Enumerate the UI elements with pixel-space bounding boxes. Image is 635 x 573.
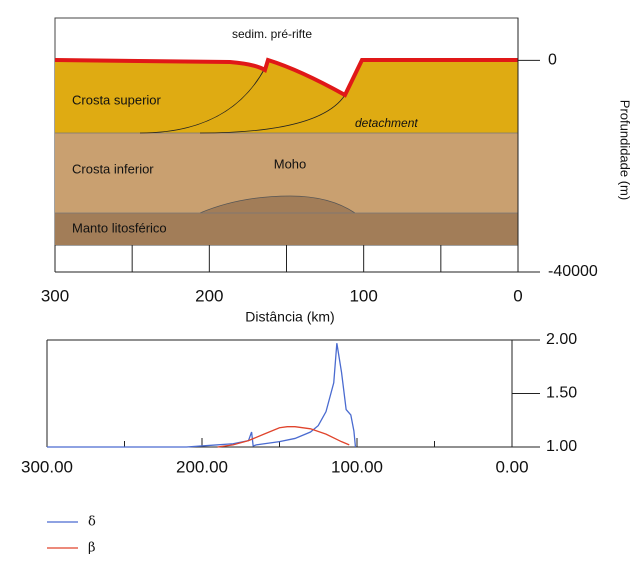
annotation: Crosta inferior	[72, 161, 154, 176]
annotation: Crosta superior	[72, 92, 162, 107]
annotation: sedim. pré-rifte	[232, 27, 312, 41]
annotation: Manto litosférico	[72, 220, 167, 235]
x-tick-label: 100	[349, 286, 377, 305]
y-tick-label: 0	[548, 52, 557, 69]
y-tick-label: -40000	[548, 263, 598, 280]
y-tick-label: 2.00	[546, 331, 577, 348]
x-tick-label: 100.00	[331, 457, 383, 476]
legend-label: β	[88, 541, 96, 556]
x-axis-label: Distância (km)	[245, 309, 334, 325]
x-tick-label: 300.00	[21, 457, 73, 476]
annotation: detachment	[355, 116, 418, 130]
series-line	[47, 343, 355, 447]
x-tick-label: 200.00	[176, 457, 228, 476]
legend-label: δ	[88, 515, 96, 530]
x-tick-label: 300	[41, 286, 69, 305]
x-tick-label: 200	[195, 286, 223, 305]
series-line	[218, 427, 350, 447]
x-tick-label: 0.00	[495, 457, 528, 476]
y-axis-label: Profundidade (m)	[618, 100, 633, 200]
annotation: Moho	[274, 156, 307, 171]
x-tick-label: 0	[513, 286, 522, 305]
figure: sedim. pré-rifte Crosta superior detachm…	[0, 0, 635, 568]
y-tick-label: 1.00	[546, 438, 577, 455]
y-tick-label: 1.50	[546, 385, 577, 402]
